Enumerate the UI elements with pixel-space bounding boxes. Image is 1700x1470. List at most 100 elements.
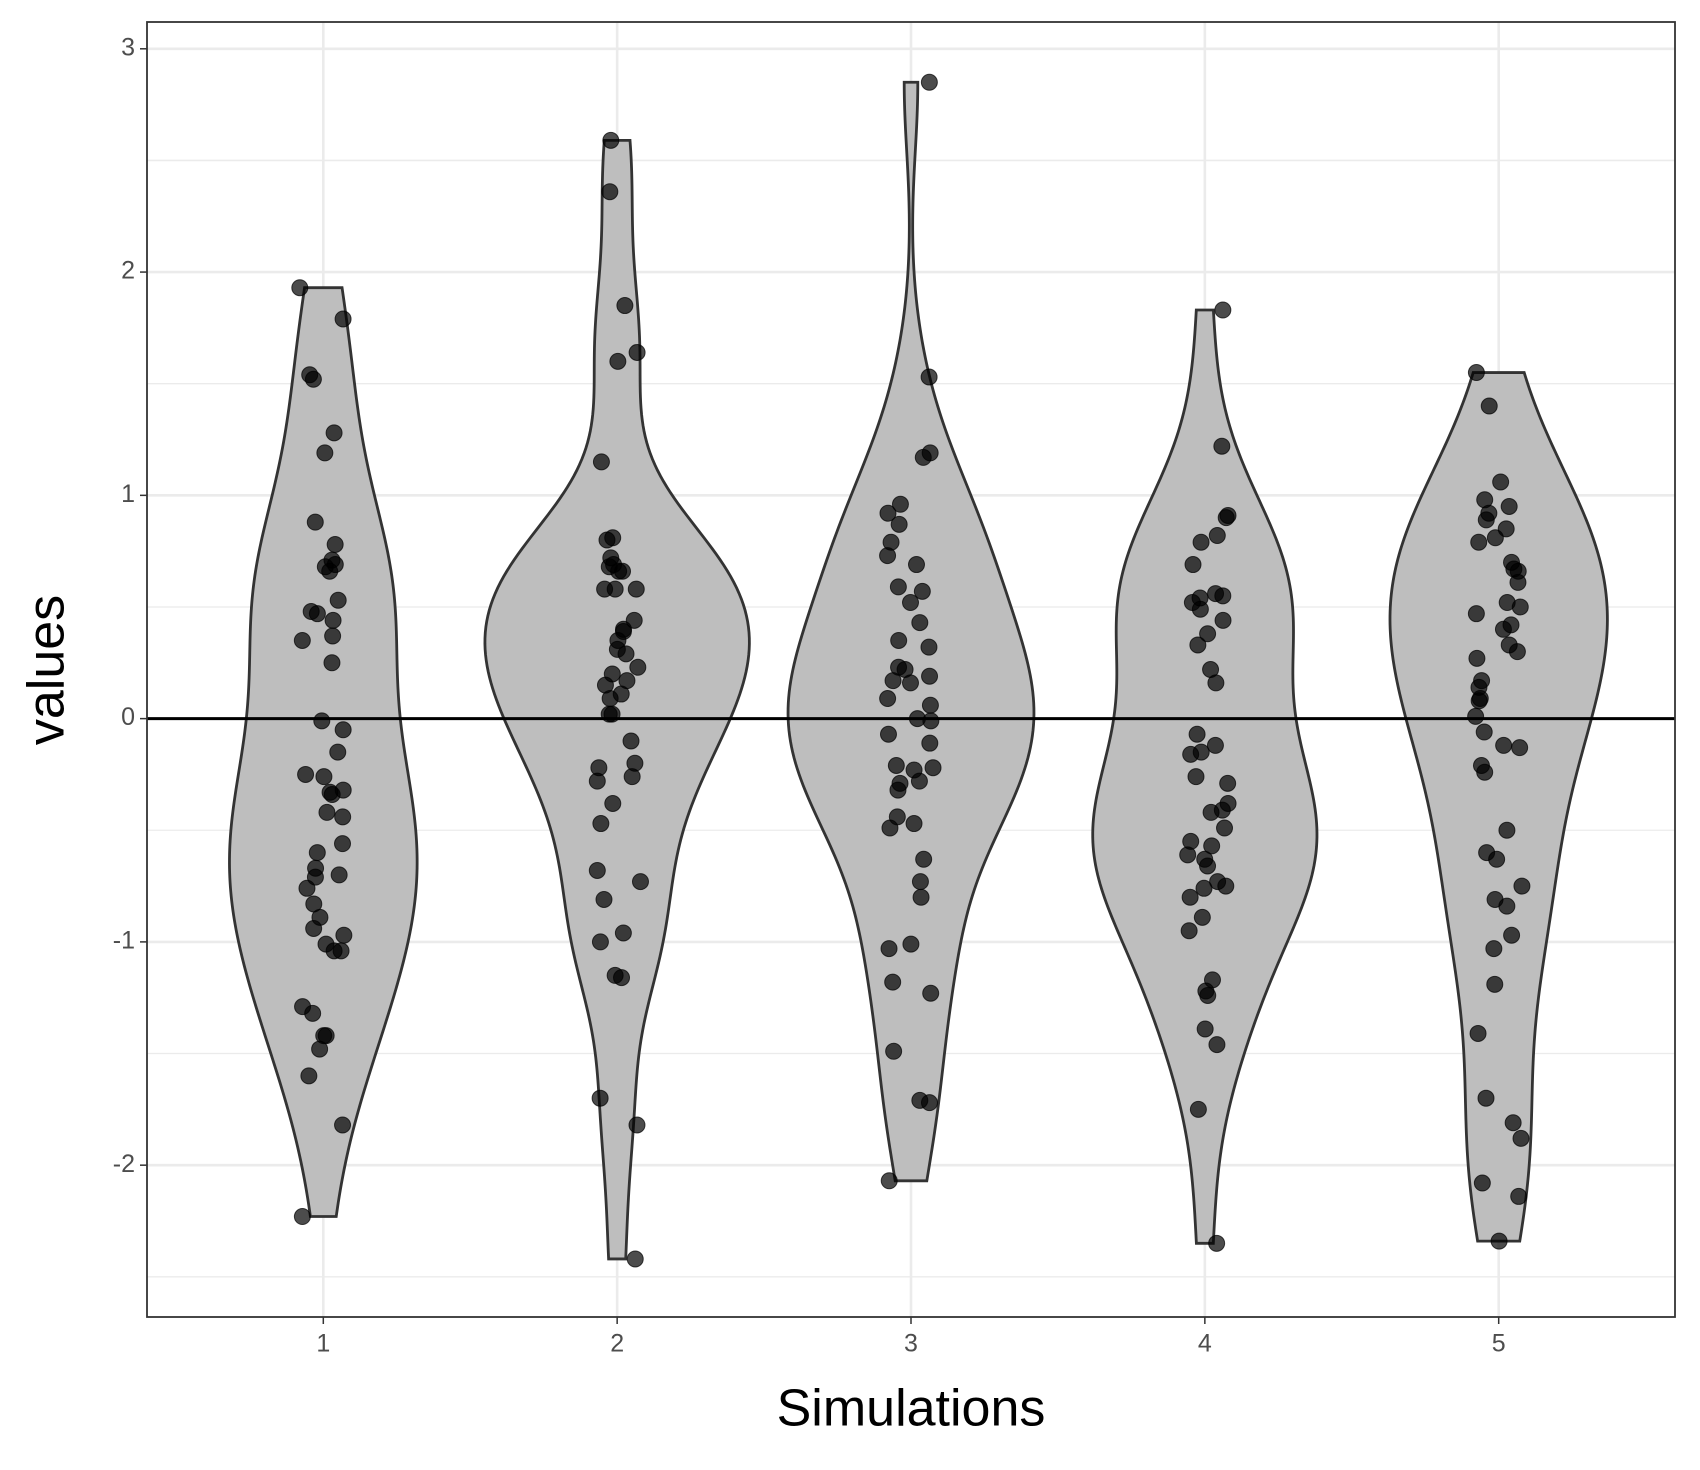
point <box>890 515 908 533</box>
point <box>602 131 620 149</box>
point <box>1500 498 1518 516</box>
point <box>885 1042 903 1060</box>
point <box>1511 739 1529 757</box>
point <box>1188 725 1206 743</box>
point <box>628 343 646 361</box>
x-tick-label: 5 <box>1492 1330 1506 1358</box>
point <box>1509 573 1527 591</box>
point <box>1216 819 1234 837</box>
point <box>1503 926 1521 944</box>
point <box>329 591 347 609</box>
point <box>617 645 635 663</box>
point <box>1498 821 1516 839</box>
point <box>884 973 902 991</box>
point <box>1508 643 1526 661</box>
violin <box>1091 308 1319 1245</box>
point <box>880 1172 898 1190</box>
point <box>887 757 905 775</box>
point <box>914 448 932 466</box>
point <box>1468 649 1486 667</box>
point <box>616 297 634 315</box>
point <box>1193 908 1211 926</box>
x-tick-label: 3 <box>904 1330 918 1358</box>
point <box>601 690 619 708</box>
point <box>922 712 940 730</box>
plot-border <box>146 21 1676 1318</box>
point <box>1467 707 1485 725</box>
point <box>604 794 622 812</box>
point <box>334 808 352 826</box>
y-tick-label: 3 <box>121 33 135 61</box>
point <box>1182 745 1200 763</box>
point <box>1488 850 1506 868</box>
point <box>623 768 641 786</box>
point <box>592 815 610 833</box>
point <box>890 631 908 649</box>
point <box>334 721 352 739</box>
point <box>1217 509 1235 527</box>
point <box>1208 527 1226 545</box>
point <box>1191 600 1209 618</box>
point <box>1504 1114 1522 1132</box>
point <box>1179 846 1197 864</box>
point <box>1189 1100 1207 1118</box>
point <box>921 696 939 714</box>
point <box>1476 763 1494 781</box>
point <box>291 279 309 297</box>
point <box>598 531 616 549</box>
point <box>881 819 899 837</box>
point <box>324 611 342 629</box>
y-tick-label: 0 <box>121 703 135 731</box>
point <box>1199 986 1217 1004</box>
point <box>1486 529 1504 547</box>
point <box>1477 1089 1495 1107</box>
point <box>1206 736 1224 754</box>
point <box>1180 922 1198 940</box>
x-tick-label: 2 <box>610 1330 624 1358</box>
point <box>1470 692 1488 710</box>
point <box>1219 774 1237 792</box>
point <box>300 1067 318 1085</box>
point <box>912 888 930 906</box>
point <box>1492 473 1510 491</box>
point <box>901 674 919 692</box>
point <box>609 352 627 370</box>
point <box>911 614 929 632</box>
violin <box>786 80 1036 1183</box>
point <box>889 578 907 596</box>
point <box>1208 1234 1226 1252</box>
point <box>1203 837 1221 855</box>
point <box>591 933 609 951</box>
point <box>889 781 907 799</box>
point <box>595 890 613 908</box>
point <box>1485 940 1503 958</box>
y-tick-label: 1 <box>121 480 135 508</box>
point <box>1217 877 1235 895</box>
point <box>293 631 311 649</box>
point <box>879 690 897 708</box>
point <box>1192 533 1210 551</box>
point <box>334 1116 352 1134</box>
point <box>301 366 319 384</box>
point <box>1214 587 1232 605</box>
point <box>1494 620 1512 638</box>
point <box>629 658 647 676</box>
y-axis-title: values <box>18 595 76 745</box>
point <box>905 815 923 833</box>
point <box>1480 397 1498 415</box>
y-tick-label: -1 <box>113 927 135 955</box>
point <box>924 759 942 777</box>
point <box>879 725 897 743</box>
point <box>305 920 323 937</box>
x-axis-title: Simulations <box>777 1380 1046 1438</box>
point <box>1475 723 1493 741</box>
point <box>879 547 897 565</box>
point <box>1495 736 1513 754</box>
point <box>316 444 334 462</box>
point <box>1184 556 1202 574</box>
point <box>920 638 938 656</box>
point <box>1196 1020 1214 1038</box>
point <box>1207 674 1225 692</box>
point <box>603 705 621 723</box>
point <box>921 667 939 685</box>
